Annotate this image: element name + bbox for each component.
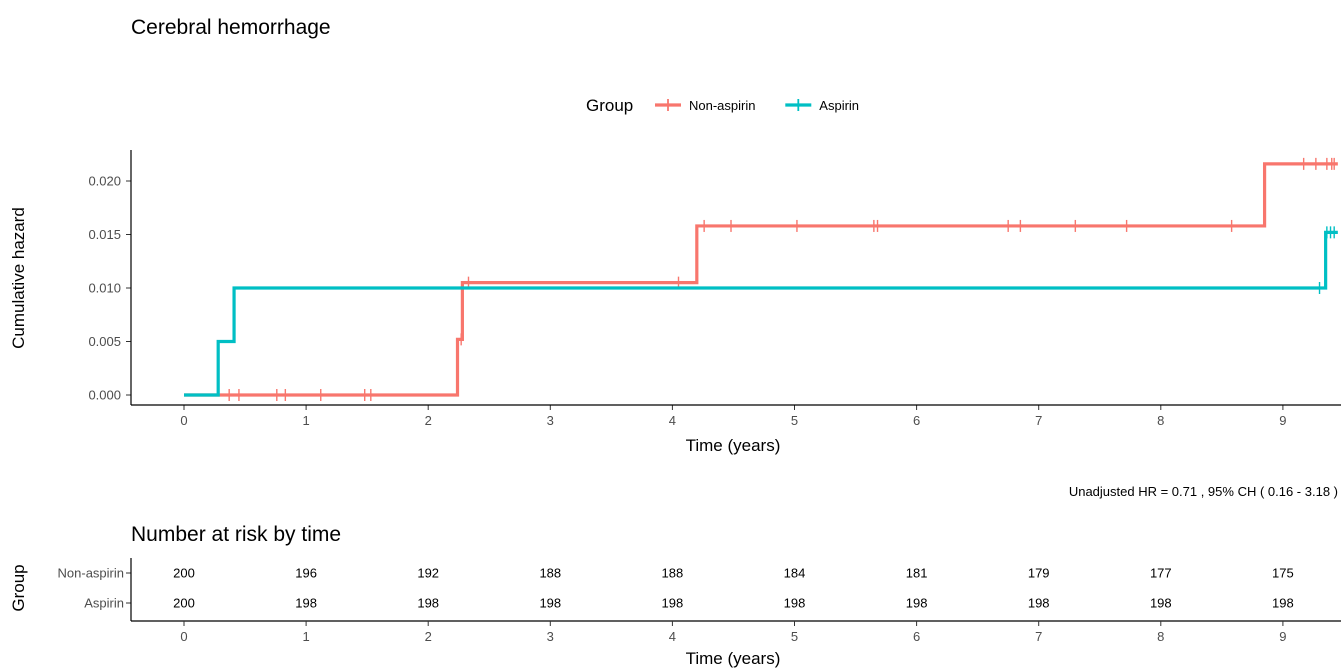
risk-value: 188 bbox=[539, 566, 561, 581]
risk-value: 192 bbox=[417, 566, 439, 581]
risk-value: 198 bbox=[906, 596, 928, 611]
risk-value: 198 bbox=[662, 596, 684, 611]
x-tick-label: 5 bbox=[791, 413, 798, 428]
risk-x-tick-label: 0 bbox=[180, 629, 187, 644]
risk-x-axis-title: Time (years) bbox=[686, 649, 781, 668]
x-tick-label: 0 bbox=[180, 413, 187, 428]
x-tick-label: 7 bbox=[1035, 413, 1042, 428]
risk-value: 198 bbox=[1272, 596, 1294, 611]
hazard-plot: 0.000 0.005 0.010 0.015 0.020 0 1 2 3 4 5 6 7 8 9 Tim… bbox=[9, 150, 1341, 455]
risk-value: 200 bbox=[173, 566, 195, 581]
risk-x-tick-label: 4 bbox=[669, 629, 676, 644]
risk-value: 198 bbox=[1028, 596, 1050, 611]
y-tick-label: 0.015 bbox=[88, 227, 121, 242]
risk-x-tick-label: 2 bbox=[425, 629, 432, 644]
risk-x-tick-label: 7 bbox=[1035, 629, 1042, 644]
risk-value: 177 bbox=[1150, 566, 1172, 581]
x-tick-label: 1 bbox=[302, 413, 309, 428]
y-tick-label: 0.010 bbox=[88, 281, 121, 296]
risk-row-label: Aspirin bbox=[84, 596, 124, 611]
risk-value: 175 bbox=[1272, 566, 1294, 581]
x-axis-title: Time (years) bbox=[686, 436, 781, 455]
risk-value: 184 bbox=[784, 566, 806, 581]
legend-item-non-aspirin: Non-aspirin bbox=[655, 98, 755, 113]
risk-x-tick-label: 6 bbox=[913, 629, 920, 644]
x-tick-label: 6 bbox=[913, 413, 920, 428]
legend-title: Group bbox=[586, 96, 633, 115]
risk-x-tick-label: 3 bbox=[547, 629, 554, 644]
x-tick-label: 9 bbox=[1279, 413, 1286, 428]
y-axis-title: Cumulative hazard bbox=[9, 207, 28, 349]
risk-value: 179 bbox=[1028, 566, 1050, 581]
risk-value: 198 bbox=[417, 596, 439, 611]
risk-y-axis-title: Group bbox=[9, 564, 28, 611]
risk-value: 181 bbox=[906, 566, 928, 581]
risk-value: 196 bbox=[295, 566, 317, 581]
legend-label: Non-aspirin bbox=[689, 98, 755, 113]
risk-x-tick-label: 5 bbox=[791, 629, 798, 644]
x-tick-label: 3 bbox=[547, 413, 554, 428]
risk-x-tick-label: 1 bbox=[302, 629, 309, 644]
risk-value: 188 bbox=[662, 566, 684, 581]
series-line-non-aspirin bbox=[184, 162, 1338, 397]
x-tick-label: 2 bbox=[425, 413, 432, 428]
legend: Group Non-aspirin Aspirin bbox=[586, 96, 859, 115]
risk-table: Number at risk by time Non-aspirin 200 196… bbox=[9, 523, 1341, 668]
risk-table-title: Number at risk by time bbox=[131, 523, 341, 546]
chart-title: Cerebral hemorrhage bbox=[131, 16, 331, 39]
y-tick-label: 0.020 bbox=[88, 174, 121, 189]
risk-x-tick-label: 9 bbox=[1279, 629, 1286, 644]
risk-x-tick-label: 8 bbox=[1157, 629, 1164, 644]
x-tick-label: 4 bbox=[669, 413, 676, 428]
y-tick-label: 0.000 bbox=[88, 388, 121, 403]
legend-label: Aspirin bbox=[819, 98, 859, 113]
x-tick-label: 8 bbox=[1157, 413, 1164, 428]
risk-row-label: Non-aspirin bbox=[58, 566, 124, 581]
risk-value: 200 bbox=[173, 596, 195, 611]
series-line-aspirin bbox=[184, 230, 1338, 397]
risk-value: 198 bbox=[539, 596, 561, 611]
risk-value: 198 bbox=[784, 596, 806, 611]
hr-annotation: Unadjusted HR = 0.71 , 95% CH ( 0.16 - 3… bbox=[1069, 484, 1338, 499]
risk-value: 198 bbox=[1150, 596, 1172, 611]
risk-value: 198 bbox=[295, 596, 317, 611]
legend-item-aspirin: Aspirin bbox=[785, 98, 859, 113]
y-tick-label: 0.005 bbox=[88, 334, 121, 349]
